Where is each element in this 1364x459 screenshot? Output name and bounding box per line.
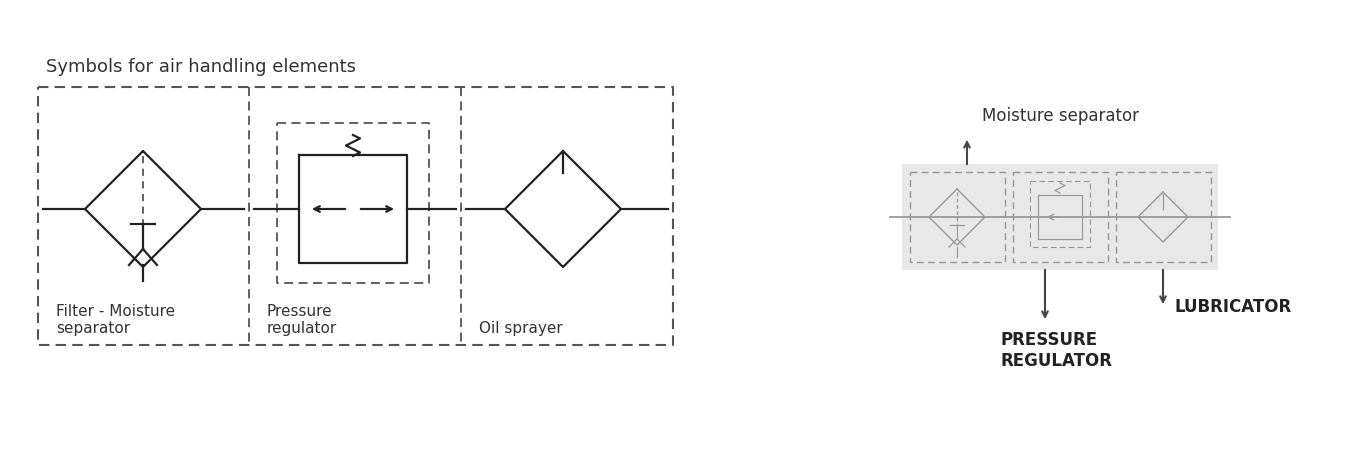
Text: Oil sprayer: Oil sprayer [479, 320, 563, 335]
Text: Pressure
regulator: Pressure regulator [267, 303, 337, 335]
Text: PRESSURE
REGULATOR: PRESSURE REGULATOR [1000, 330, 1112, 369]
Text: Filter - Moisture
separator: Filter - Moisture separator [56, 303, 175, 335]
Text: LUBRICATOR: LUBRICATOR [1174, 297, 1292, 315]
Text: Moisture separator: Moisture separator [982, 107, 1139, 125]
Text: Symbols for air handling elements: Symbols for air handling elements [46, 58, 356, 76]
Bar [902, 165, 1218, 270]
